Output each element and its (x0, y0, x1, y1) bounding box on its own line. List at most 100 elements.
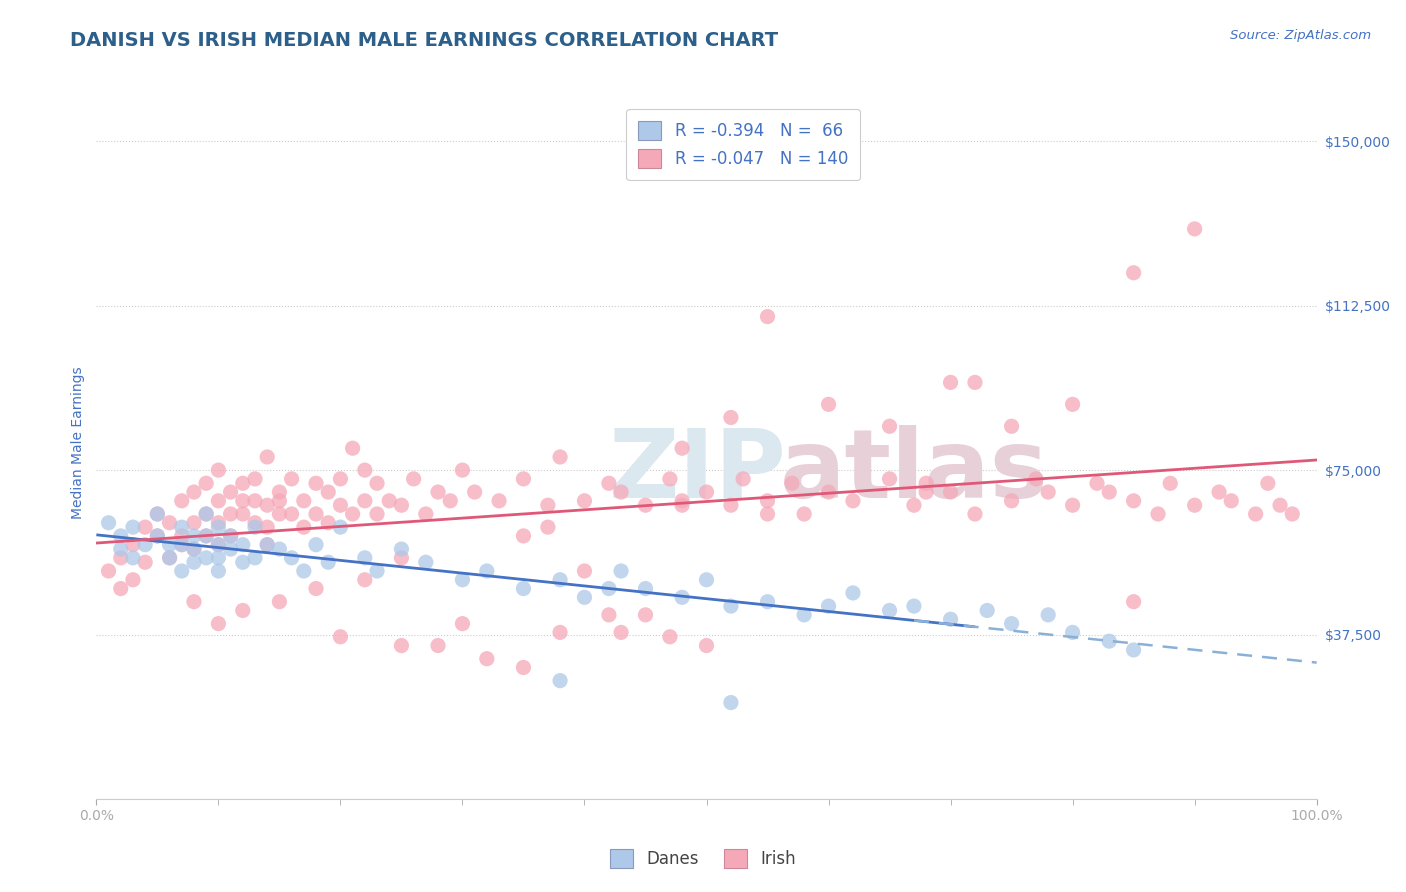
Point (610, 485, 633, 500)
Point (122, 538, 145, 552)
Point (159, 550, 181, 565)
Point (110, 550, 132, 565)
Point (574, 564, 596, 578)
Point (1000, 419, 1022, 434)
Point (695, 639, 717, 653)
Point (353, 493, 375, 508)
Point (671, 493, 693, 508)
Point (329, 630, 352, 644)
Point (756, 310, 779, 324)
Y-axis label: Median Male Earnings: Median Male Earnings (72, 367, 86, 519)
Point (207, 538, 229, 552)
Legend: R = -0.394   N =  66, R = -0.047   N = 140: R = -0.394 N = 66, R = -0.047 N = 140 (627, 109, 860, 180)
Point (256, 450, 278, 464)
Point (548, 673, 571, 688)
Point (733, 472, 755, 486)
Point (269, 493, 291, 508)
Point (195, 507, 218, 521)
Point (939, 612, 962, 626)
Point (122, 573, 145, 587)
Legend: Danes, Irish: Danes, Irish (603, 842, 803, 875)
Point (110, 582, 132, 596)
Point (671, 441, 693, 455)
Point (548, 450, 571, 464)
Point (1281, 507, 1303, 521)
Point (939, 485, 962, 500)
Point (391, 639, 413, 653)
Point (207, 550, 229, 565)
Point (342, 507, 364, 521)
Point (256, 538, 278, 552)
Point (451, 573, 474, 587)
Point (305, 538, 328, 552)
Point (219, 542, 242, 557)
Point (903, 498, 925, 512)
Point (305, 476, 328, 491)
Point (879, 472, 901, 486)
Point (110, 529, 132, 543)
Point (316, 516, 339, 530)
Point (329, 498, 352, 512)
Point (269, 595, 291, 609)
Point (243, 520, 266, 534)
Point (146, 507, 169, 521)
Point (134, 520, 156, 534)
Point (207, 493, 229, 508)
Point (305, 507, 328, 521)
Point (280, 550, 302, 565)
Point (1220, 493, 1243, 508)
Point (243, 472, 266, 486)
Point (939, 376, 962, 390)
Point (280, 472, 302, 486)
Point (1098, 485, 1121, 500)
Point (658, 472, 681, 486)
Point (1000, 493, 1022, 508)
Point (134, 555, 156, 569)
Point (1085, 476, 1108, 491)
Point (1062, 498, 1084, 512)
Point (671, 498, 693, 512)
Point (610, 564, 633, 578)
Point (170, 529, 193, 543)
Point (512, 660, 534, 674)
Point (243, 516, 266, 530)
Point (756, 493, 779, 508)
Point (976, 603, 998, 617)
Point (183, 595, 205, 609)
Point (316, 485, 339, 500)
Point (1000, 616, 1022, 631)
Text: atlas: atlas (780, 425, 1049, 517)
Point (756, 507, 779, 521)
Point (1159, 476, 1181, 491)
Point (366, 564, 388, 578)
Point (207, 520, 229, 534)
Point (658, 630, 681, 644)
Point (269, 542, 291, 557)
Point (671, 591, 693, 605)
Point (842, 586, 865, 600)
Point (1268, 498, 1291, 512)
Point (1122, 595, 1144, 609)
Point (415, 507, 437, 521)
Point (122, 550, 145, 565)
Point (1062, 397, 1084, 411)
Point (817, 485, 839, 500)
Point (342, 441, 364, 455)
Point (195, 476, 218, 491)
Point (353, 463, 375, 477)
Point (195, 529, 218, 543)
Point (305, 582, 328, 596)
Point (1244, 507, 1267, 521)
Point (548, 573, 571, 587)
Point (219, 529, 242, 543)
Point (183, 542, 205, 557)
Point (451, 463, 474, 477)
Point (232, 555, 254, 569)
Point (195, 507, 218, 521)
Point (439, 493, 461, 508)
Point (183, 555, 205, 569)
Point (280, 507, 302, 521)
Point (329, 520, 352, 534)
Point (634, 498, 657, 512)
Point (415, 555, 437, 569)
